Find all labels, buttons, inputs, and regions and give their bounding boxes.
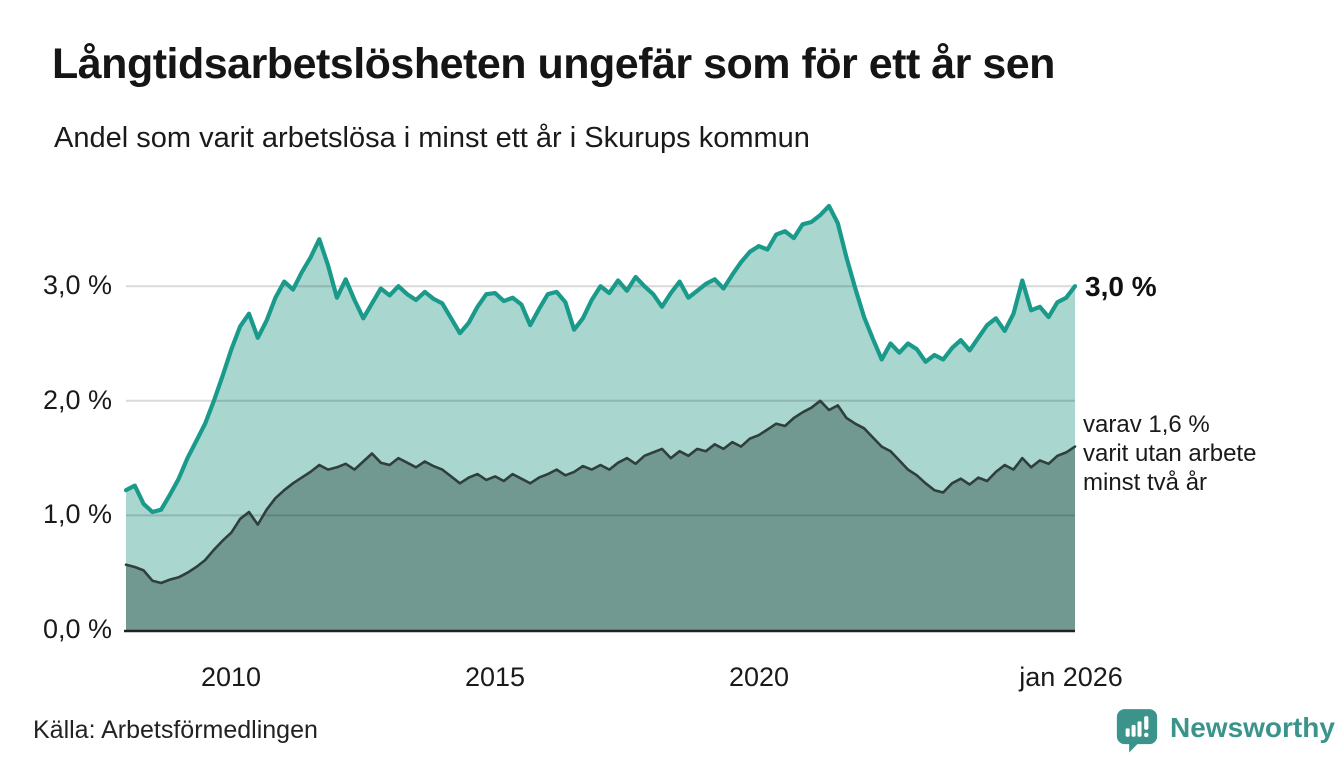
source-credit: Källa: Arbetsförmedlingen (33, 716, 318, 744)
annotation-line-2: varit utan arbete (1083, 440, 1257, 467)
y-axis-tick-0: 0,0 % (42, 614, 112, 644)
x-axis-tick-jan-2026: jan 2026 (1019, 662, 1123, 692)
x-axis-tick-2020: 2020 (728, 662, 790, 692)
annotation-line-3: minst två år (1083, 469, 1208, 496)
newsworthy-logo: Newsworthy (1116, 708, 1335, 754)
page-subtitle: Andel som varit arbetslösa i minst ett å… (54, 122, 810, 154)
y-axis-tick-2: 2,0 % (42, 385, 112, 415)
page-title: Långtidsarbetslösheten ungefär som för e… (52, 40, 1055, 88)
series-annotation-two-years: varav 1,6 % varit utan arbete minst två … (1083, 410, 1256, 497)
newsworthy-speech-bubble-chart-icon (1116, 709, 1158, 753)
x-axis-tick-2010: 2010 (200, 662, 262, 692)
y-axis-tick-3: 3,0 % (42, 270, 112, 300)
newsworthy-logo-text: Newsworthy (1170, 712, 1335, 743)
series-end-label-one-year: 3,0 % (1085, 271, 1157, 302)
annotation-line-1: varav 1,6 % (1083, 411, 1210, 438)
x-axis-tick-2015: 2015 (464, 662, 526, 692)
y-axis-tick-1: 1,0 % (42, 499, 112, 529)
